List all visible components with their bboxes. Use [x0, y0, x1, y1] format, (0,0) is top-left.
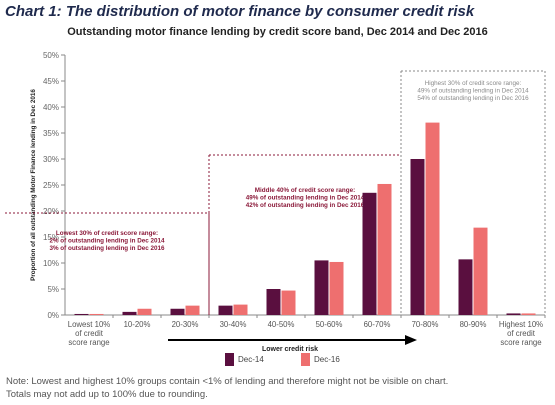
- x-tick-label: 30-40%: [220, 320, 247, 329]
- bar-dec-16-6: [377, 183, 392, 315]
- risk-arrow-label: Lower credit risk: [262, 346, 318, 353]
- chart-subtitle: Outstanding motor finance lending by cre…: [67, 26, 488, 38]
- x-tick-label: 60-70%: [364, 320, 391, 329]
- annotation-text: 49% of outstanding lending in Dec 2014: [246, 195, 365, 202]
- bar-dec-14-8: [458, 259, 473, 315]
- y-tick-label: 30%: [43, 155, 59, 164]
- bar-dec-16-3: [233, 304, 248, 315]
- bar-dec-14-7: [410, 159, 425, 315]
- bar-dec-16-7: [425, 122, 440, 315]
- bar-dec-14-1: [122, 311, 137, 315]
- note-line-1: Note: Lowest and highest 10% groups cont…: [6, 376, 449, 387]
- annotation-text: 2% of outstanding lending in Dec 2014: [49, 238, 165, 245]
- y-tick-label: 20%: [43, 207, 59, 216]
- y-tick-label: 45%: [43, 77, 59, 86]
- x-tick-label: of credit: [75, 329, 104, 338]
- chart-title: Chart 1: The distribution of motor finan…: [5, 3, 475, 20]
- x-tick-label: 70-80%: [412, 320, 439, 329]
- bar-dec-16-9: [521, 313, 536, 315]
- y-tick-label: 25%: [43, 181, 59, 190]
- bar-dec-16-8: [473, 227, 488, 315]
- annotation-text: 54% of outstanding lending in Dec 2016: [417, 95, 529, 102]
- y-tick-label: 10%: [43, 259, 59, 268]
- bar-dec-14-6: [362, 192, 377, 315]
- y-tick-label: 0%: [47, 311, 59, 320]
- annotation-text: Highest 30% of credit score range:: [425, 80, 522, 87]
- bar-dec-14-9: [506, 313, 521, 315]
- x-tick-label: Lowest 10%: [68, 320, 111, 329]
- risk-arrow-head: [405, 335, 417, 345]
- x-tick-label: 50-60%: [316, 320, 343, 329]
- x-tick-label: score range: [68, 338, 109, 347]
- x-tick-label: 10-20%: [124, 320, 151, 329]
- y-tick-label: 50%: [43, 51, 59, 60]
- x-tick-label: 40-50%: [268, 320, 295, 329]
- x-tick-label: score range: [500, 338, 541, 347]
- bar-dec-16-5: [329, 261, 344, 315]
- bar-dec-14-0: [74, 313, 89, 315]
- bar-dec-16-4: [281, 290, 296, 315]
- bar-dec-14-4: [266, 289, 281, 315]
- annotation-text: Lowest 30% of credit score range:: [56, 230, 158, 237]
- bar-dec-16-0: [89, 313, 104, 315]
- y-axis-title: Proportion of all outstanding Motor Fina…: [30, 89, 37, 281]
- x-tick-label: of credit: [507, 329, 536, 338]
- bar-dec-14-2: [170, 308, 185, 315]
- legend-swatch-dec-14: [225, 353, 234, 366]
- y-tick-label: 5%: [47, 285, 59, 294]
- annotation-text: 42% of outstanding lending in Dec 2016: [246, 202, 365, 209]
- note-line-2: Totals may not add up to 100% due to rou…: [6, 389, 208, 400]
- x-tick-label: 80-90%: [460, 320, 487, 329]
- annotation-text: 49% of outstanding lending in Dec 2014: [417, 88, 529, 95]
- y-tick-label: 15%: [43, 233, 59, 242]
- x-tick-label: 20-30%: [172, 320, 199, 329]
- chart-note: Note: Lowest and highest 10% groups cont…: [6, 375, 551, 401]
- bar-dec-14-5: [314, 260, 329, 315]
- y-tick-label: 35%: [43, 129, 59, 138]
- annotation-text: Middle 40% of credit score range:: [255, 187, 355, 194]
- bar-chart: 0% 5% 10% 15% 20% 25% 30% 35% 40% 45% 50% Proportio…: [5, 51, 546, 366]
- legend-label-dec-16: Dec-16: [314, 355, 340, 364]
- y-tick-label: 40%: [43, 103, 59, 112]
- legend-label-dec-14: Dec-14: [238, 355, 264, 364]
- annotation-text: 3% of outstanding lending in Dec 2016: [49, 245, 165, 252]
- bar-dec-14-3: [218, 305, 233, 315]
- range-bracket: [401, 70, 546, 315]
- legend-swatch-dec-16: [301, 353, 310, 366]
- x-tick-label: Highest 10%: [499, 320, 543, 329]
- bar-dec-16-2: [185, 305, 200, 315]
- bar-dec-16-1: [137, 308, 152, 315]
